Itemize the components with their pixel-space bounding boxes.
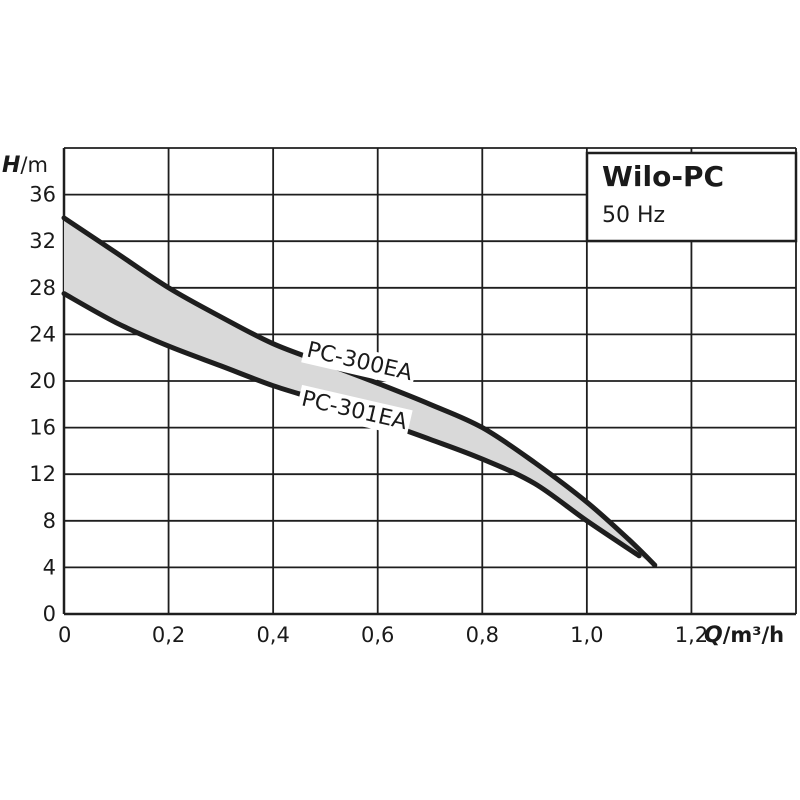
series-label-background	[295, 384, 413, 437]
y-tick-label: 32	[29, 229, 56, 253]
x-tick-label: 1,2	[675, 623, 708, 647]
y-tick-label: 4	[43, 555, 56, 579]
x-tick-label: 1,0	[570, 623, 603, 647]
y-tick-label: 12	[29, 462, 56, 486]
y-axis-unit: /m	[20, 153, 48, 177]
legend-box	[585, 151, 798, 243]
y-tick-label: 28	[29, 276, 56, 300]
legend: Wilo-PC 50 Hz	[585, 151, 798, 243]
chart-title: Wilo-PC	[602, 160, 724, 193]
y-axis-label: H/m	[2, 153, 48, 178]
range-fill-area	[64, 217, 655, 566]
y-tick-label: 0	[43, 602, 56, 626]
x-axis-symbol: Q	[704, 623, 723, 648]
x-tick-label: 0,6	[361, 623, 394, 647]
x-tick-label: 0	[58, 623, 71, 647]
x-tick-label: 0,2	[152, 623, 185, 647]
y-tick-label: 24	[29, 322, 56, 346]
x-tick-label: 0,8	[466, 623, 499, 647]
y-tick-label: 36	[29, 183, 56, 207]
x-axis-unit: /m³/h	[723, 623, 784, 647]
y-tick-label: 8	[43, 509, 56, 533]
chart-subtitle: 50 Hz	[602, 203, 665, 228]
y-axis-symbol: H	[2, 153, 20, 178]
x-tick-label: 0,4	[256, 623, 289, 647]
range-fill	[64, 217, 655, 566]
series-label-background	[301, 335, 418, 388]
tick-labels: 0 0,2 0,4 0,6 0,8 1,0 1,2 0 4 8 12 16 20 24 28 32 36	[29, 183, 708, 647]
y-tick-label: 16	[29, 416, 56, 440]
series-line-1	[61, 215, 658, 568]
x-axis-label: Q/m³/h	[704, 623, 784, 648]
y-tick-label: 20	[29, 369, 56, 393]
